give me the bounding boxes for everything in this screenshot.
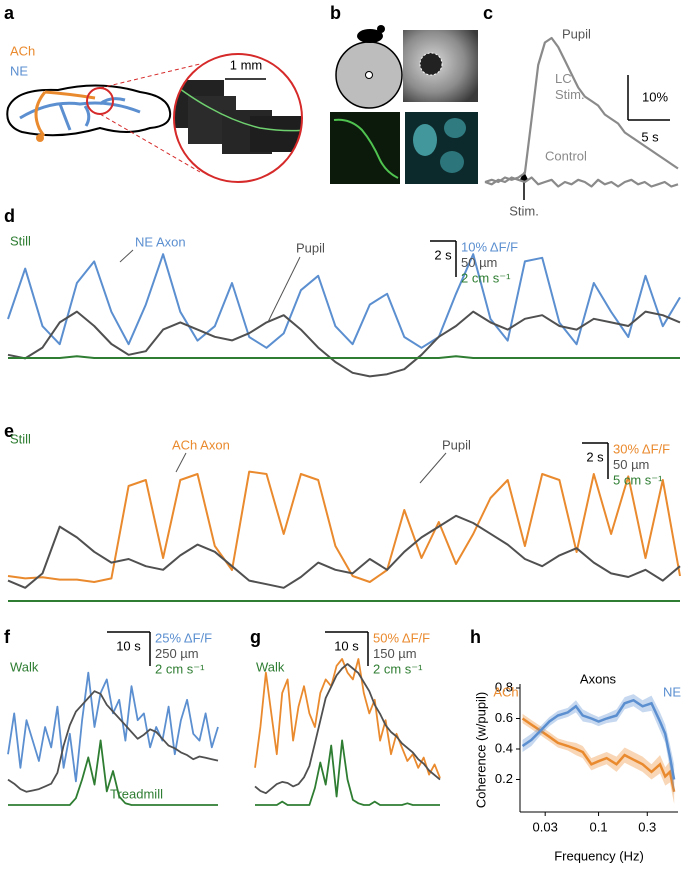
mouse-ear bbox=[377, 25, 385, 33]
panel-label: e bbox=[4, 421, 14, 441]
x-tick-label: 0.3 bbox=[638, 819, 656, 834]
series-name: ACh bbox=[493, 684, 518, 699]
zoom-circle bbox=[173, 53, 303, 183]
time-bar-label: 10 s bbox=[334, 638, 359, 653]
brain-outline bbox=[6, 84, 172, 137]
leader-line bbox=[119, 249, 134, 263]
scale-label: 2 cm s⁻¹ bbox=[461, 270, 511, 285]
panel-label: a bbox=[4, 3, 15, 23]
y-tick-label: 0.8 bbox=[495, 679, 513, 694]
cell bbox=[413, 124, 437, 156]
panel-label: f bbox=[4, 627, 11, 647]
label-ne: NE bbox=[10, 63, 28, 78]
x-tick-label: 0.03 bbox=[533, 819, 558, 834]
y-tick-label: 0.4 bbox=[495, 740, 513, 755]
ach-nucleus bbox=[36, 134, 44, 142]
series-name: Pupil bbox=[442, 437, 471, 452]
series-name: Still bbox=[10, 431, 31, 446]
trace bbox=[7, 470, 681, 583]
x-tick-label: 0.1 bbox=[590, 819, 608, 834]
panel-label: d bbox=[4, 206, 15, 226]
time-bar-label: 10 s bbox=[116, 638, 141, 653]
scale-label: 30% ΔF/F bbox=[613, 441, 670, 456]
scale-label: 250 µm bbox=[155, 646, 199, 661]
time-bar-label: 2 s bbox=[434, 247, 452, 262]
zoom-image bbox=[174, 54, 302, 182]
line bbox=[521, 698, 676, 780]
series-name: Still bbox=[10, 233, 31, 248]
y-tick-label: 0.2 bbox=[495, 771, 513, 786]
ne-projection bbox=[19, 97, 141, 131]
series-name: LC Stim. bbox=[555, 71, 585, 102]
trace bbox=[484, 176, 679, 188]
y-tick-label: 0.6 bbox=[495, 710, 513, 725]
trace bbox=[7, 671, 219, 783]
panel-label: h bbox=[470, 627, 481, 647]
series-name: Control bbox=[545, 148, 587, 163]
scale-bar-label: 1 mm bbox=[230, 57, 263, 72]
trace bbox=[8, 739, 218, 806]
leader-line bbox=[419, 452, 447, 484]
pupil bbox=[419, 52, 443, 76]
trace bbox=[8, 355, 680, 359]
annotation: Walk bbox=[10, 659, 39, 674]
time-bar-label: 2 s bbox=[586, 449, 604, 464]
label-ach: ACh bbox=[10, 43, 35, 58]
panel-label: b bbox=[330, 3, 341, 23]
trace bbox=[7, 310, 681, 378]
ach-projection bbox=[34, 90, 96, 137]
scale-label: 2 cm s⁻¹ bbox=[155, 661, 205, 676]
scale-label: 5 cm s⁻¹ bbox=[613, 472, 663, 487]
trace bbox=[7, 514, 681, 589]
scale-label: 2 cm s⁻¹ bbox=[373, 661, 423, 676]
leader-line bbox=[267, 256, 301, 323]
zoom-line bbox=[99, 63, 201, 89]
annotation: Axons bbox=[580, 671, 617, 686]
trace bbox=[254, 663, 441, 795]
leader-line bbox=[175, 452, 187, 473]
series-name: Pupil bbox=[296, 240, 325, 255]
axon bbox=[333, 118, 399, 179]
scale-label: 10% ΔF/F bbox=[461, 239, 518, 254]
trace bbox=[7, 690, 219, 793]
trace bbox=[254, 658, 441, 779]
annotation: Walk bbox=[256, 659, 285, 674]
scale-label: 50 µm bbox=[613, 457, 649, 472]
scale-label: 10% bbox=[642, 89, 668, 104]
mouse bbox=[357, 29, 383, 43]
series-name: NE Axon bbox=[135, 234, 186, 249]
trace bbox=[255, 739, 440, 806]
scale-label: 25% ΔF/F bbox=[155, 630, 212, 645]
annotation: Stim. bbox=[509, 203, 539, 218]
panel-b: b bbox=[330, 3, 478, 184]
series-name: NE bbox=[663, 684, 681, 699]
axle bbox=[365, 71, 373, 79]
x-axis-title: Frequency (Hz) bbox=[554, 848, 644, 863]
zoom-line bbox=[99, 113, 201, 173]
series-name: ACh Axon bbox=[172, 437, 230, 452]
annotation: Pupil bbox=[562, 26, 591, 41]
cell bbox=[444, 118, 466, 138]
panel-label: g bbox=[250, 627, 261, 647]
panel-label: c bbox=[483, 3, 493, 23]
cell bbox=[440, 151, 464, 173]
scale-label: 150 µm bbox=[373, 646, 417, 661]
series-name: Treadmill bbox=[110, 786, 163, 801]
time-bar-label: 5 s bbox=[641, 129, 659, 144]
trace bbox=[484, 36, 679, 184]
y-axis-title: Coherence (w/pupil) bbox=[473, 692, 488, 808]
line bbox=[521, 717, 676, 792]
scale-label: 50 µm bbox=[461, 255, 497, 270]
panel-a: a ACh NE 1 mm bbox=[4, 3, 303, 183]
trace bbox=[7, 253, 681, 349]
scale-label: 50% ΔF/F bbox=[373, 630, 430, 645]
